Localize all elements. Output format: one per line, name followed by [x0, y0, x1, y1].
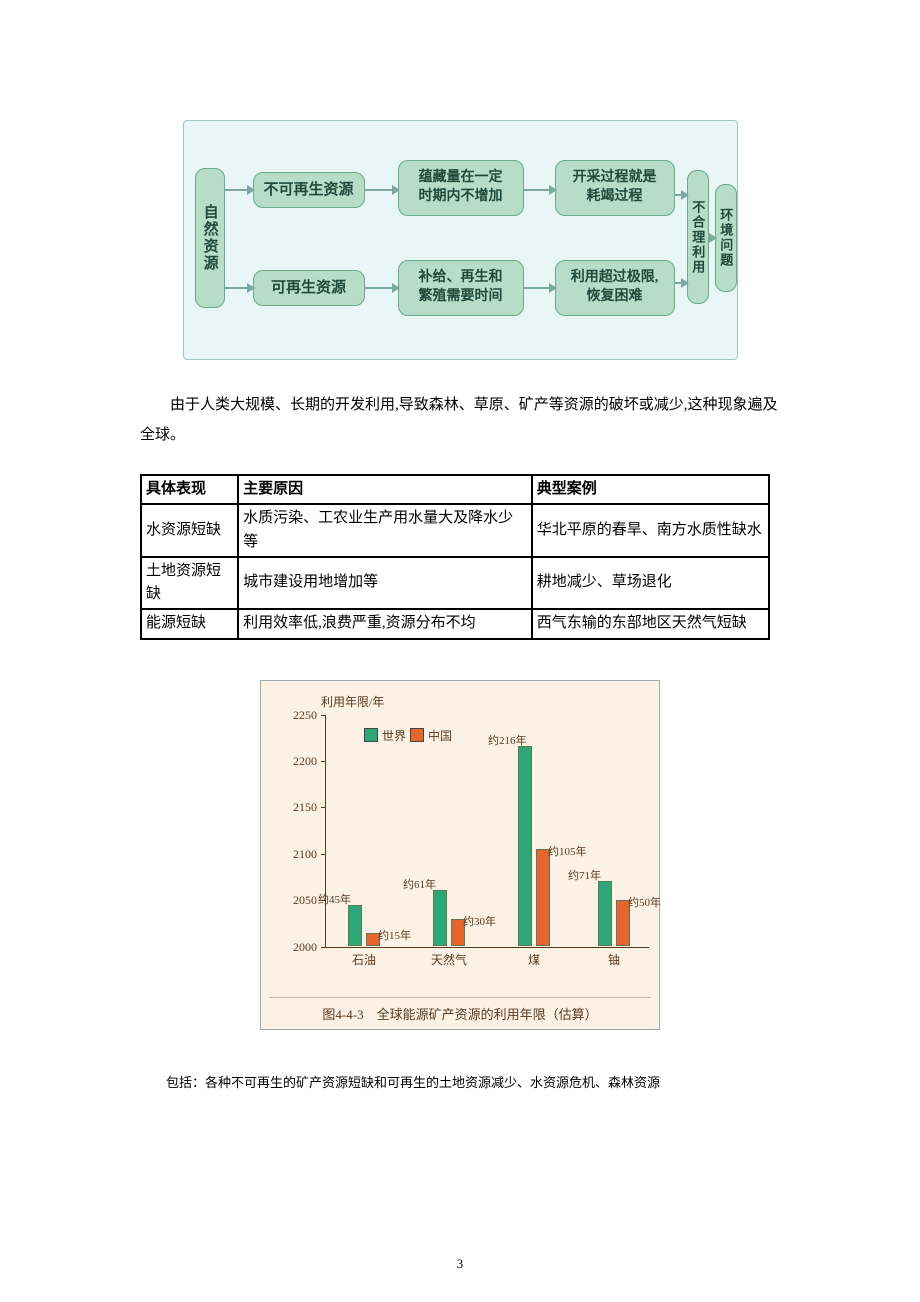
chart-y-tick — [321, 947, 325, 948]
table-cell: 利用效率低,浪费严重,资源分布不均 — [238, 609, 532, 638]
table-cell: 耕地减少、草场退化 — [532, 557, 769, 610]
flowchart-node-nr2: 蕴藏量在一定 时期内不增加 — [398, 160, 524, 216]
paragraph-footnote: 包括：各种不可再生的矿产资源短缺和可再生的土地资源减少、水资源危机、森林资源 — [140, 1070, 780, 1096]
chart-bar — [518, 746, 532, 946]
flowchart-node-r3: 利用超过极限, 恢复困难 — [555, 260, 675, 316]
chart-bar — [536, 849, 550, 946]
table-resource-shortage: 具体表现主要原因典型案例 水资源短缺水质污染、工农业生产用水量大及降水少等华北平… — [140, 474, 770, 640]
flowchart-arrow — [365, 189, 392, 191]
flowchart-arrow-head — [709, 233, 717, 243]
table-cell: 能源短缺 — [141, 609, 238, 638]
flowchart-arrow-head — [392, 283, 400, 293]
flowchart-node-env: 环境问题 — [715, 184, 737, 292]
flowchart-arrow-head — [549, 185, 557, 195]
page: 自然资源不可再生资源可再生资源 蕴藏量在一定 时期内不增加补给、再生和 繁殖需要时… — [0, 0, 920, 1302]
flowchart-arrow-head — [549, 283, 557, 293]
chart-y-axis — [325, 715, 326, 947]
chart-bar — [348, 905, 362, 947]
chart-y-tick-label: 2150 — [269, 800, 317, 815]
chart-bar-label: 约105年 — [548, 843, 587, 859]
chart-y-axis-title: 利用年限/年 — [321, 693, 384, 710]
table-cell: 水资源短缺 — [141, 504, 238, 557]
paragraph-intro: 由于人类大规模、长期的开发利用,导致森林、草原、矿产等资源的破坏或减少,这种现象… — [140, 390, 780, 450]
table-header-cell: 典型案例 — [532, 475, 769, 504]
flowchart-arrow — [524, 189, 549, 191]
legend-swatch — [364, 728, 378, 742]
flowchart-arrow-head — [247, 283, 255, 293]
table-cell: 西气东输的东部地区天然气短缺 — [532, 609, 769, 638]
chart-bar-label: 约61年 — [403, 876, 436, 892]
table-row: 能源短缺利用效率低,浪费严重,资源分布不均西气东输的东部地区天然气短缺 — [141, 609, 769, 638]
flowchart-arrow-head — [681, 278, 689, 288]
table-cell: 华北平原的春旱、南方水质性缺水 — [532, 504, 769, 557]
flowchart-arrow — [524, 287, 549, 289]
legend-label: 世界 — [382, 727, 406, 744]
chart-category-label: 天然气 — [419, 951, 479, 968]
flowchart-node-nr: 不可再生资源 — [253, 172, 365, 208]
chart-y-tick — [321, 854, 325, 855]
table-cell: 城市建设用地增加等 — [238, 557, 532, 610]
legend-swatch — [410, 728, 424, 742]
flowchart-arrow-head — [681, 190, 689, 200]
chart-bar-label: 约216年 — [488, 732, 527, 748]
flowchart-panel — [183, 120, 738, 360]
table-row: 土地资源短缺城市建设用地增加等耕地减少、草场退化 — [141, 557, 769, 610]
chart-bar — [598, 881, 612, 947]
chart-category-label: 石油 — [334, 951, 394, 968]
page-number: 3 — [0, 1256, 920, 1272]
table-cell: 土地资源短缺 — [141, 557, 238, 610]
table-header-cell: 具体表现 — [141, 475, 238, 504]
flowchart-node-abuse: 不合理利用 — [687, 170, 709, 304]
chart-y-tick-label: 2050 — [269, 893, 317, 908]
flowchart-natural-resources: 自然资源不可再生资源可再生资源 蕴藏量在一定 时期内不增加补给、再生和 繁殖需要时… — [183, 120, 738, 360]
chart-category-label: 煤 — [504, 951, 564, 968]
flowchart-arrow — [225, 287, 247, 289]
chart-energy-years: 利用年限/年200020502100215022002250世界中国约45年约1… — [260, 680, 660, 1030]
legend-label: 中国 — [428, 727, 452, 744]
flowchart-arrow — [365, 287, 392, 289]
chart-bar-label: 约15年 — [378, 927, 411, 943]
flowchart-node-r2: 补给、再生和 繁殖需要时间 — [398, 260, 524, 316]
table-row: 水资源短缺水质污染、工农业生产用水量大及降水少等华北平原的春旱、南方水质性缺水 — [141, 504, 769, 557]
chart-bar-label: 约45年 — [318, 891, 351, 907]
chart-plot-area: 利用年限/年200020502100215022002250世界中国约45年约1… — [269, 691, 651, 991]
chart-x-axis — [325, 947, 649, 948]
flowchart-node-r: 可再生资源 — [253, 270, 365, 306]
table-cell: 水质污染、工农业生产用水量大及降水少等 — [238, 504, 532, 557]
chart-y-tick — [321, 715, 325, 716]
chart-y-tick-label: 2200 — [269, 754, 317, 769]
table-header-cell: 主要原因 — [238, 475, 532, 504]
chart-category-label: 铀 — [584, 951, 644, 968]
chart-y-tick-label: 2000 — [269, 940, 317, 955]
chart-y-tick-label: 2100 — [269, 847, 317, 862]
flowchart-arrow-head — [247, 185, 255, 195]
chart-legend: 世界 中国 — [364, 727, 452, 744]
flowchart-node-src: 自然资源 — [195, 168, 225, 308]
chart-y-tick — [321, 807, 325, 808]
chart-bar-label: 约71年 — [568, 867, 601, 883]
table-header-row: 具体表现主要原因典型案例 — [141, 475, 769, 504]
chart-bar-label: 约30年 — [463, 913, 496, 929]
flowchart-arrow — [225, 189, 247, 191]
flowchart-arrow-head — [392, 185, 400, 195]
chart-caption: 图4-4-3 全球能源矿产资源的利用年限（估算） — [269, 997, 651, 1025]
chart-y-tick-label: 2250 — [269, 708, 317, 723]
chart-y-tick — [321, 761, 325, 762]
flowchart-node-nr3: 开采过程就是 耗竭过程 — [555, 160, 675, 216]
chart-bar-label: 约50年 — [628, 894, 661, 910]
chart-bar — [433, 890, 447, 947]
